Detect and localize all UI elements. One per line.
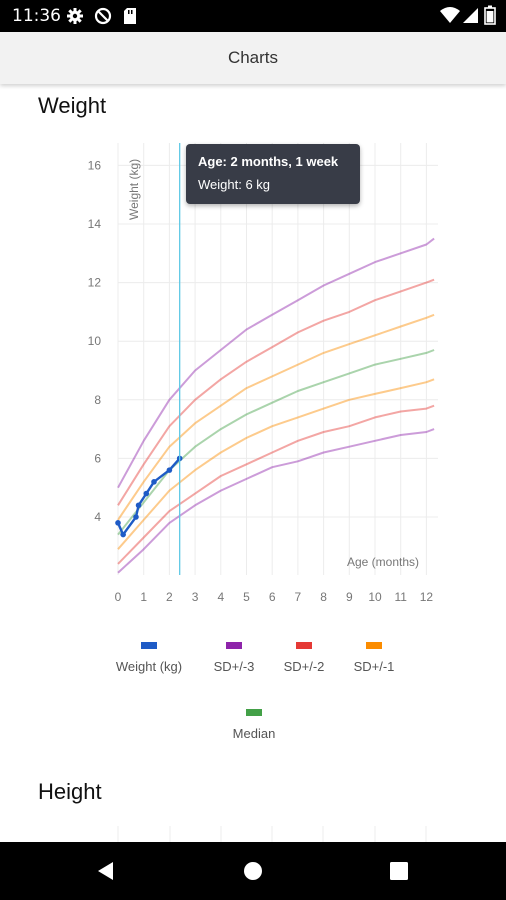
chart-series [116,237,435,574]
chart-grid [117,143,438,575]
series-line-sd-2 [117,278,435,506]
x-tick-label: 0 [115,590,122,604]
app-title: Charts [227,48,279,67]
data-point [135,502,142,509]
legend-item-sd2[interactable]: SD+/-2 [254,642,354,674]
legend-swatch [141,642,157,649]
x-tick-label: 1 [140,590,147,604]
x-tick-label: 7 [295,590,302,604]
legend-swatch [246,709,262,716]
data-point [143,490,150,497]
battery-icon [484,5,496,25]
x-tick-label: 6 [269,590,276,604]
height-section-title: Height [38,779,102,804]
x-tick-label: 2 [166,590,173,604]
back-icon[interactable] [96,861,116,881]
data-point [115,520,121,526]
legend-swatch [296,642,312,649]
legend-label: Median [232,726,276,741]
y-tick-label: 16 [88,158,102,172]
status-time: 11:36 [12,6,61,26]
tooltip-title: Age: 2 months, 1 week [198,154,339,169]
legend-label: SD+/-2 [283,659,325,674]
series-line-sd-1 [117,313,435,521]
app-bar: Charts [0,32,506,84]
legend-label: SD+/-1 [353,659,395,674]
legend-swatch [226,642,242,649]
x-tick-label: 11 [394,590,407,604]
legend-item-sd1[interactable]: SD+/-1 [324,642,424,674]
home-icon[interactable] [243,861,263,881]
series-line-sd-3 [117,428,435,574]
y-tick-label: 10 [88,334,102,348]
chart-tooltip: Age: 2 months, 1 week Weight: 6 kg [186,144,360,204]
chart-markers [115,455,183,538]
data-point [151,479,157,485]
x-tick-label: 8 [320,590,327,604]
y-tick-label: 4 [94,510,101,524]
x-tick-label: 12 [420,590,434,604]
x-tick-label: 4 [217,590,224,604]
legend-label: Weight (kg) [115,659,183,674]
y-axis-label: Weight (kg) [127,159,141,220]
legend-item-sd3[interactable]: SD+/-3 [184,642,284,674]
legend-label: SD+/-3 [213,659,255,674]
data-point [120,531,126,538]
y-tick-label: 12 [88,276,102,290]
x-tick-label: 10 [368,590,382,604]
series-line-sd-1 [117,378,435,550]
wifi-icon [440,7,460,23]
series-line-sd-2 [117,404,435,565]
height-chart [117,826,427,842]
data-point [133,514,139,520]
tooltip-body: Weight: 6 kg [198,177,271,192]
signal-icon [463,8,478,23]
status-bar: 11:36 [0,0,506,32]
gear-icon [67,8,83,24]
y-tick-label: 8 [94,393,101,407]
x-tick-label: 3 [192,590,199,604]
sd-card-icon [124,8,136,24]
do-not-disturb-icon [94,7,112,25]
series-line-weight [116,457,181,536]
weight-section-title: Weight [38,93,107,118]
recents-icon[interactable] [390,862,408,880]
series-line-sd-3 [117,237,435,489]
navigation-bar [0,842,506,900]
y-tick-label: 6 [94,451,101,465]
y-tick-label: 14 [88,217,102,231]
x-tick-label: 5 [243,590,250,604]
x-tick-label: 9 [346,590,353,604]
legend-swatch [366,642,382,649]
x-axis-label: Age (months) [347,555,419,569]
legend-item-median[interactable]: Median [204,709,304,741]
series-line-median [117,349,435,536]
legend-item-weight[interactable]: Weight (kg) [99,642,199,674]
data-point [166,467,173,473]
